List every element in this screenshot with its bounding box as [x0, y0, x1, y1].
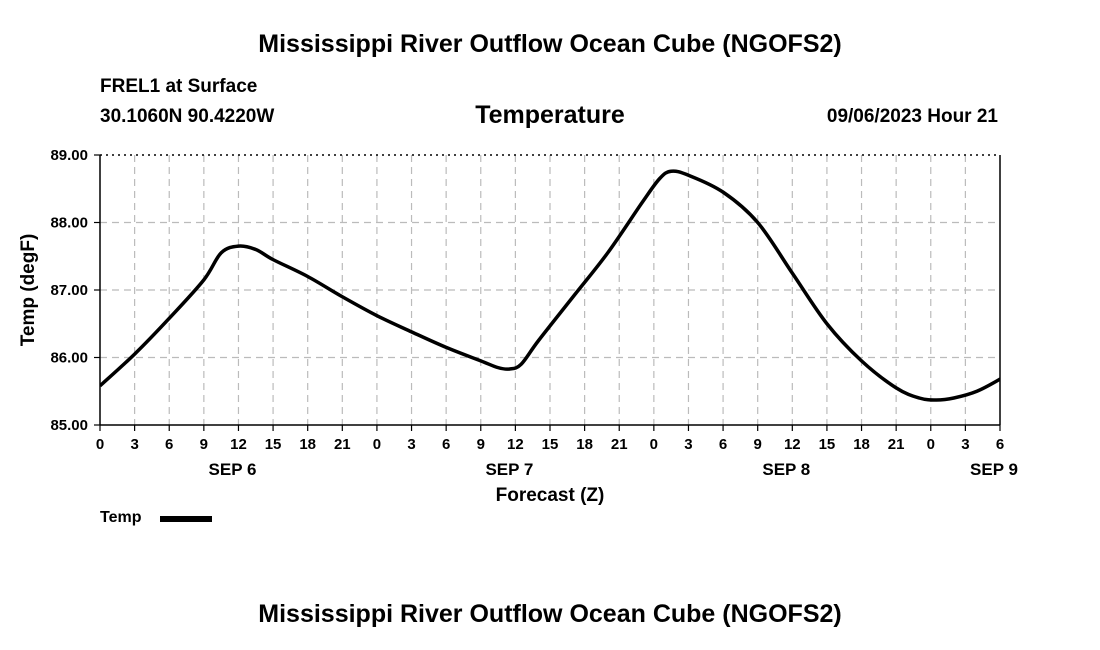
x-tick-label: 15: [819, 436, 836, 453]
x-tick-label: 3: [130, 436, 138, 453]
x-tick-label: 18: [576, 436, 593, 453]
date-label: SEP 6: [209, 460, 257, 479]
y-tick-label: 89.00: [50, 147, 88, 164]
x-tick-label: 12: [507, 436, 524, 453]
x-tick-label: 15: [265, 436, 282, 453]
x-tick-label: 18: [299, 436, 316, 453]
x-tick-label: 21: [334, 436, 351, 453]
forecast-datetime: 09/06/2023 Hour 21: [826, 106, 998, 127]
y-tick-label: 85.00: [50, 417, 88, 434]
x-tick-label: 15: [542, 436, 559, 453]
x-axis-label: Forecast (Z): [496, 485, 605, 506]
station-label: FREL1 at Surface: [100, 76, 258, 97]
x-tick-label: 6: [719, 436, 727, 453]
x-tick-label: 0: [96, 436, 104, 453]
x-tick-label: 21: [888, 436, 905, 453]
x-tick-label: 18: [853, 436, 870, 453]
x-tick-label: 6: [996, 436, 1004, 453]
x-tick-label: 3: [407, 436, 415, 453]
y-tick-label: 87.00: [50, 282, 88, 299]
x-tick-label: 6: [165, 436, 173, 453]
date-label: SEP 9: [970, 460, 1018, 479]
x-tick-label: 3: [961, 436, 969, 453]
x-tick-label: 9: [200, 436, 208, 453]
legend-line-swatch: [160, 516, 212, 522]
x-tick-label: 6: [442, 436, 450, 453]
x-tick-label: 12: [784, 436, 801, 453]
x-tick-label: 21: [611, 436, 628, 453]
y-tick-label: 86.00: [50, 350, 88, 367]
y-axis-label: Temp (degF): [18, 234, 39, 347]
x-tick-label: 0: [927, 436, 935, 453]
date-label: SEP 7: [485, 460, 533, 479]
x-tick-label: 0: [650, 436, 658, 453]
main-title-bottom: Mississippi River Outflow Ocean Cube (NG…: [258, 600, 842, 628]
x-tick-label: 9: [477, 436, 485, 453]
x-tick-label: 12: [230, 436, 247, 453]
coordinates-label: 30.1060N 90.4220W: [100, 106, 275, 127]
y-tick-label: 88.00: [50, 215, 88, 232]
chart-title: Temperature: [475, 101, 625, 129]
x-tick-label: 9: [754, 436, 762, 453]
main-title-top: Mississippi River Outflow Ocean Cube (NG…: [258, 30, 842, 58]
x-tick-label: 0: [373, 436, 381, 453]
legend-label: Temp: [100, 509, 142, 526]
date-label: SEP 8: [762, 460, 810, 479]
x-tick-label: 3: [684, 436, 692, 453]
series-line-temp: [100, 169, 1000, 402]
